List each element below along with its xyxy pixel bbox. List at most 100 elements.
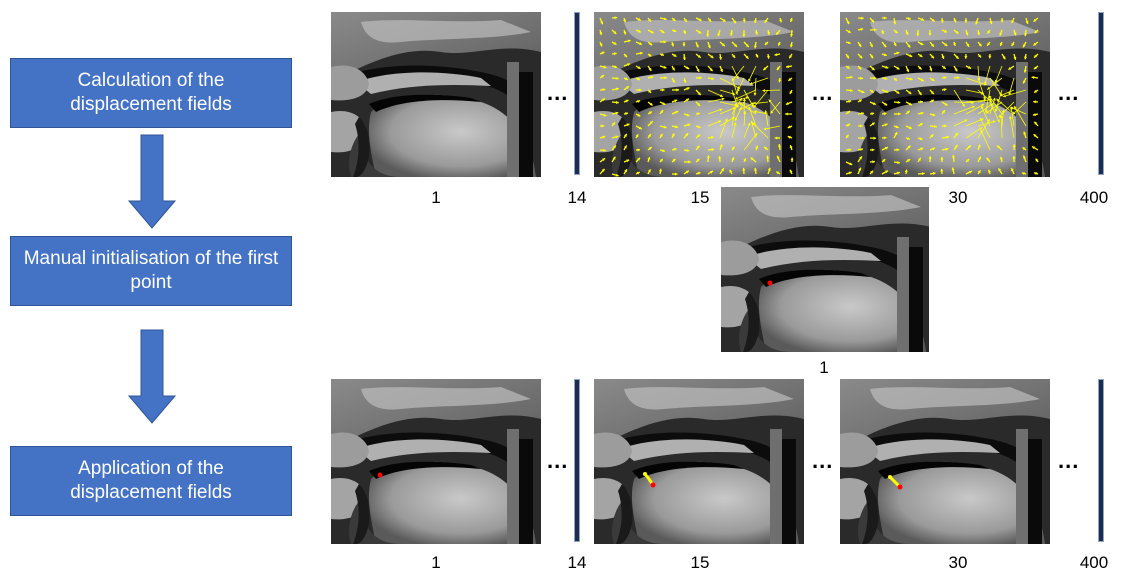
- displacement-vector-head: [755, 145, 759, 149]
- displacement-vector-head: [964, 56, 968, 59]
- displacement-vector-head: [962, 103, 965, 107]
- displacement-vector-head: [731, 146, 735, 150]
- displacement-vector: [743, 132, 758, 151]
- displacement-vector-head: [672, 79, 675, 83]
- displacement-vector: [719, 89, 736, 95]
- displacement-vector-head: [1013, 56, 1017, 60]
- displacement-vector-head: [897, 160, 900, 165]
- displacement-vector-head: [1022, 80, 1026, 84]
- displacement-vector: [1013, 105, 1027, 127]
- displacement-vector-head: [615, 111, 619, 115]
- displacement-vector-head: [965, 32, 969, 36]
- displacement-vector-head: [789, 169, 793, 173]
- displacement-vector: [739, 102, 757, 115]
- displacement-vector-head: [871, 19, 875, 23]
- tracked-point-marker: [897, 484, 903, 490]
- displacement-vector-head: [697, 125, 701, 129]
- displacement-vector-head: [908, 126, 912, 129]
- displacement-vector-head: [955, 55, 959, 59]
- displacement-vector-head: [685, 170, 689, 174]
- displacement-vector: [731, 65, 745, 82]
- displacement-vector-head: [930, 134, 934, 138]
- displacement-vector: [1012, 101, 1027, 115]
- displacement-vector-head: [987, 42, 990, 46]
- displacement-vector-head: [952, 42, 956, 46]
- displacement-vector-head: [688, 160, 691, 164]
- displacement-vector-head: [980, 130, 984, 134]
- displacement-vector-head: [918, 66, 922, 70]
- displacement-vector-head: [1025, 20, 1029, 24]
- displacement-vector-head: [858, 99, 862, 103]
- displacement-vector-head: [710, 55, 714, 58]
- displacement-vector-head: [774, 136, 778, 140]
- displacement-vector-head: [649, 121, 653, 124]
- displacement-vector: [965, 127, 983, 139]
- displacement-vector-head: [846, 55, 849, 59]
- displacement-vector-head: [599, 31, 603, 35]
- displacement-vector-head: [981, 103, 985, 107]
- displacement-vector: [1010, 106, 1015, 127]
- displacement-vector-head: [749, 81, 753, 85]
- displacement-vector-head: [920, 42, 924, 45]
- displacement-vector-head: [790, 18, 793, 22]
- displacement-vector-head: [894, 30, 898, 34]
- displacement-vector-head: [623, 31, 627, 35]
- displacement-vector-head: [1009, 106, 1013, 110]
- displacement-vector-head: [977, 32, 981, 36]
- displacement-vector-head: [786, 65, 789, 69]
- displacement-vector: [998, 101, 1015, 118]
- displacement-vector-head: [603, 148, 606, 152]
- displacement-vector-head: [675, 125, 678, 129]
- displacement-vector-head: [734, 117, 738, 121]
- displacement-vector-head: [954, 144, 958, 148]
- displacement-vector-head: [1022, 44, 1026, 48]
- displacement-vector-head: [846, 65, 850, 69]
- displacement-vector-head: [721, 43, 725, 47]
- displacement-vector-head: [1003, 94, 1007, 98]
- displacement-vector-head: [648, 53, 652, 57]
- displacement-vector-head: [627, 63, 631, 67]
- displacement-vector-head: [612, 122, 616, 126]
- displacement-vector-head: [755, 54, 759, 58]
- displacement-vector-head: [917, 157, 921, 161]
- displacement-vector-head: [697, 103, 701, 106]
- displacement-vector-head: [648, 134, 651, 138]
- ellipsis: ...: [547, 448, 569, 473]
- displacement-vector-head: [685, 133, 689, 137]
- step-initialisation-label: Manual initialisation of the first point: [23, 248, 279, 293]
- displacement-vector-head: [1014, 105, 1017, 109]
- displacement-vector-head: [779, 19, 783, 23]
- displacement-vector-head: [847, 41, 851, 45]
- displacement-vector-head: [754, 31, 758, 35]
- displacement-vector-head: [776, 31, 780, 35]
- displacement-vector-head: [859, 124, 863, 128]
- displacement-vector-head: [971, 105, 975, 109]
- displacement-vector-head: [738, 107, 742, 111]
- displacement-vector-head: [698, 30, 702, 34]
- ellipsis: ...: [1058, 448, 1080, 473]
- displacement-vector-head: [627, 39, 631, 43]
- displacement-vector-head: [885, 170, 889, 174]
- displacement-vector-head: [860, 147, 863, 151]
- displacement-vector-head: [940, 20, 944, 23]
- frame-separator: [574, 379, 580, 542]
- displacement-vector-head: [909, 77, 913, 81]
- displacement-vector-head: [750, 102, 754, 106]
- displacement-vector-head: [964, 20, 968, 23]
- displacement-vector-head: [980, 105, 984, 109]
- displacement-vector-head: [944, 124, 947, 128]
- displacement-vector: [731, 122, 737, 139]
- frame-number: 400: [1079, 553, 1109, 572]
- displacement-vector-head: [601, 51, 605, 55]
- displacement-vector-head: [659, 158, 663, 162]
- displacement-vector-head: [625, 112, 628, 116]
- displacement-vector-head: [616, 100, 619, 104]
- displacement-vector-head: [697, 171, 701, 175]
- displacement-vector-head: [893, 42, 897, 46]
- displacement-vector-head: [946, 135, 949, 139]
- displacement-vector-head: [737, 88, 740, 92]
- displacement-vector-head: [1013, 32, 1017, 36]
- displacement-vector-head: [602, 135, 606, 139]
- displacement-vector-head: [776, 67, 780, 71]
- displacement-vector-head: [774, 53, 778, 57]
